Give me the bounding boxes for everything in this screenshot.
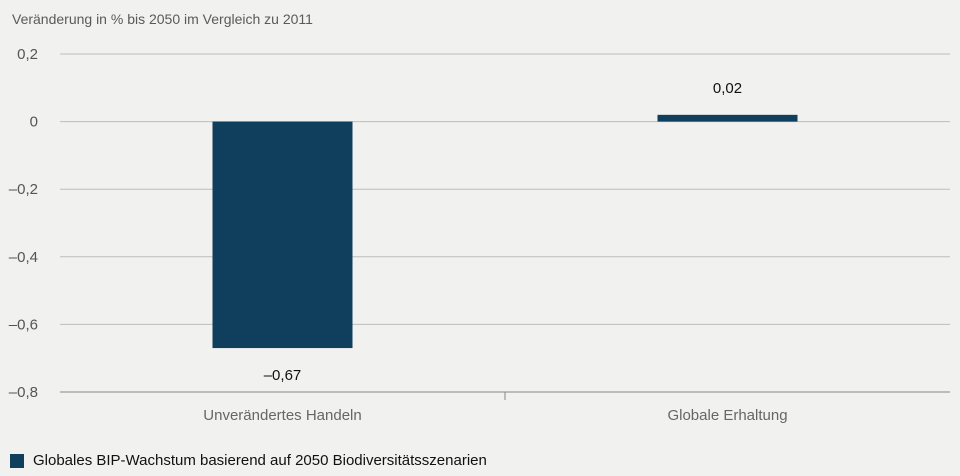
chart-subtitle: Veränderung in % bis 2050 im Vergleich z…: [12, 11, 313, 27]
bars: –0,67 0,02: [212, 80, 798, 384]
bar: [657, 114, 798, 122]
y-tick-label: 0: [30, 114, 38, 131]
y-tick-label: –0,6: [9, 316, 38, 333]
data-label: 0,02: [713, 80, 742, 97]
x-category-label: Unverändertes Handeln: [203, 407, 361, 424]
data-label: –0,67: [264, 367, 302, 384]
legend: Globales BIP-Wachstum basierend auf 2050…: [10, 452, 487, 469]
bar: [212, 121, 353, 349]
x-axis: Unverändertes Handeln Globale Erhaltung: [203, 392, 788, 424]
legend-label: Globales BIP-Wachstum basierend auf 2050…: [33, 452, 487, 469]
y-tick-label: 0,2: [17, 46, 38, 63]
x-category-label: Globale Erhaltung: [667, 407, 787, 424]
y-tick-label: –0,4: [9, 249, 38, 266]
y-tick-label: –0,8: [9, 384, 38, 401]
gridlines: [60, 53, 950, 393]
legend-swatch: [10, 453, 24, 468]
y-tick-label: –0,2: [9, 181, 38, 198]
y-axis-ticks: 0,2 0 –0,2 –0,4 –0,6 –0,8: [9, 46, 38, 401]
